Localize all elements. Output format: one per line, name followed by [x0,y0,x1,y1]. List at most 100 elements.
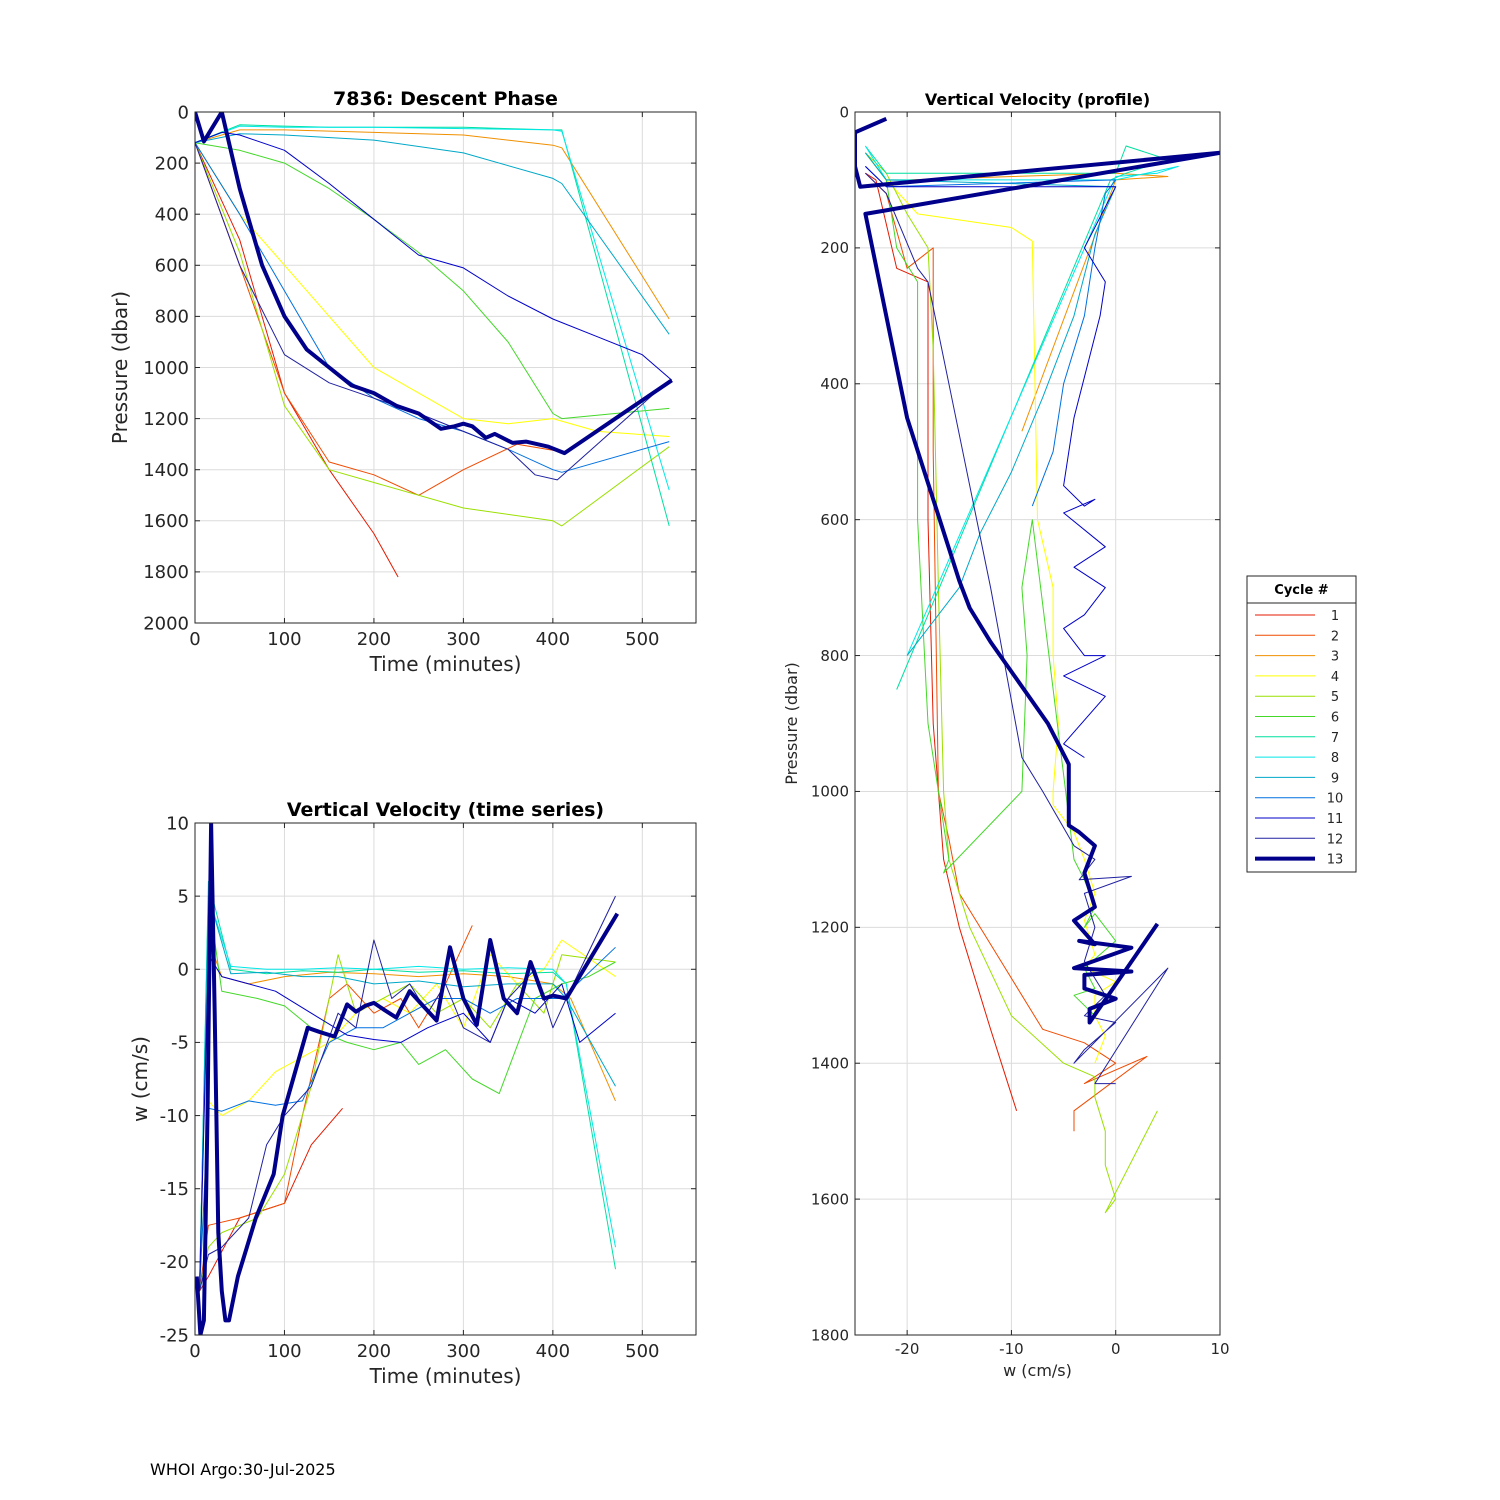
legend-entry-label: 8 [1331,751,1339,766]
series-line-cycle-10 [865,166,1117,507]
legend-entry-label: 11 [1327,812,1344,827]
x-tick-label: 0 [189,1341,200,1362]
legend-entry-label: 13 [1327,853,1344,868]
y-tick-label: 5 [178,886,189,907]
series-group [855,116,1220,1214]
plot-area [195,823,696,1335]
chart-title: Vertical Velocity (profile) [925,90,1150,109]
velocity-profile-chart: -20 -10 0 100200400600800100012001400160018… [782,90,1230,1380]
y-axis-label: Pressure (dbar) [782,662,801,785]
series-line-cycle-6 [195,142,670,420]
axes-box [194,822,697,1336]
descent-phase-chart: 0 100 200 300 400 500 0 200 400 600 800 1000 1200 140… [108,88,697,676]
series-line-cycle-12 [865,172,1169,1085]
legend-entry-label: 1 [1331,609,1339,624]
legend-title: Cycle # [1274,583,1329,598]
series-line-cycle-2 [195,142,562,496]
legend-entry-label: 6 [1331,711,1339,726]
series-line-cycle-5 [199,954,616,1292]
velocity-time-series-chart: 0 100 200 300 400 500 -25 -20 -15 -10 -5 0 5 10 Vertic… [128,799,697,1388]
y-tick-label: 0 [839,103,849,121]
series-group [195,112,673,578]
series-line-cycle-2 [865,172,1148,1132]
x-tick-label: -20 [895,1340,920,1358]
x-tick-label: 400 [536,629,570,650]
y-tick-label: 800 [155,307,189,328]
legend-box [1246,575,1357,873]
y-tick-label: 1000 [143,358,189,379]
x-tick-label: 100 [267,1341,301,1362]
x-tick-label: 10 [1210,1340,1229,1358]
series-line-cycle-13 [855,116,1220,1025]
series-line-cycle-9 [199,895,616,1292]
x-tick-label: 200 [357,629,391,650]
legend-entry-label: 2 [1331,629,1339,644]
y-tick-label: -20 [160,1252,189,1273]
series-line-cycle-11 [199,954,616,1292]
y-tick-label: 200 [155,153,189,174]
y-tick-label: 200 [820,239,849,257]
series-line-cycle-4 [865,152,1117,1064]
series-line-cycle-13 [195,112,673,456]
y-tick-label: -5 [171,1033,189,1054]
x-tick-label: -10 [999,1340,1024,1358]
y-tick-label: 1800 [143,562,189,583]
y-tick-label: 600 [820,511,849,529]
series-line-cycle-7 [865,145,1169,690]
y-tick-label: -15 [160,1179,189,1200]
series-group [195,823,620,1335]
legend-entry-label: 12 [1327,832,1344,847]
footer-stamp: WHOI Argo:30-Jul-2025 [150,1460,336,1479]
x-tick-label: 300 [446,1341,480,1362]
y-tick-label: 600 [155,256,189,277]
series-line-cycle-4 [195,142,670,437]
y-tick-label: 1000 [811,783,849,801]
series-line-cycle-13 [195,823,620,1335]
series-line-cycle-9 [195,133,670,335]
y-tick-label: 1200 [143,409,189,430]
x-tick-label: 0 [189,629,200,650]
y-tick-label: 2000 [143,613,189,634]
series-line-cycle-5 [195,142,670,527]
y-tick-label: 1200 [811,919,849,937]
y-axis-label: w (cm/s) [128,1036,152,1122]
chart-title: Vertical Velocity (time series) [287,799,604,821]
x-axis-label: w (cm/s) [1003,1361,1072,1380]
series-line-cycle-5 [865,152,1158,1214]
x-tick-label: 100 [267,629,301,650]
x-tick-label: 200 [357,1341,391,1362]
x-tick-label: 500 [625,629,659,650]
y-tick-label: 0 [178,960,189,981]
chart-title: 7836: Descent Phase [333,88,558,110]
axes-box [854,111,1221,1336]
legend-entry-label: 10 [1327,792,1344,807]
y-tick-label: 1400 [143,460,189,481]
series-line-cycle-1 [195,142,399,578]
y-tick-label: 400 [155,205,189,226]
y-tick-label: 1400 [811,1054,849,1072]
legend-entry-label: 7 [1331,731,1339,746]
legend-entry-label: 4 [1331,670,1339,685]
y-tick-label: 10 [166,813,189,834]
series-line-cycle-1 [865,172,1018,1111]
x-tick-label: 300 [446,629,480,650]
series-line-cycle-8 [195,125,670,491]
y-tick-label: 0 [178,102,189,123]
y-tick-label: 800 [820,647,849,665]
series-line-cycle-3 [195,129,670,320]
legend-entry-label: 3 [1331,650,1339,665]
legend-entry-label: 9 [1331,771,1339,786]
x-tick-label: 500 [625,1341,659,1362]
series-line-cycle-10 [199,946,616,1292]
series-line-cycle-10 [195,142,670,473]
x-axis-label: Time (minutes) [369,652,522,676]
y-tick-label: -10 [160,1106,189,1127]
series-line-cycle-11 [195,131,673,381]
legend-entry-label: 5 [1331,690,1339,705]
y-tick-label: 1800 [811,1326,849,1344]
y-tick-label: 1600 [811,1190,849,1208]
series-line-cycle-11 [865,166,1117,758]
series-line-cycle-2 [199,925,473,1292]
